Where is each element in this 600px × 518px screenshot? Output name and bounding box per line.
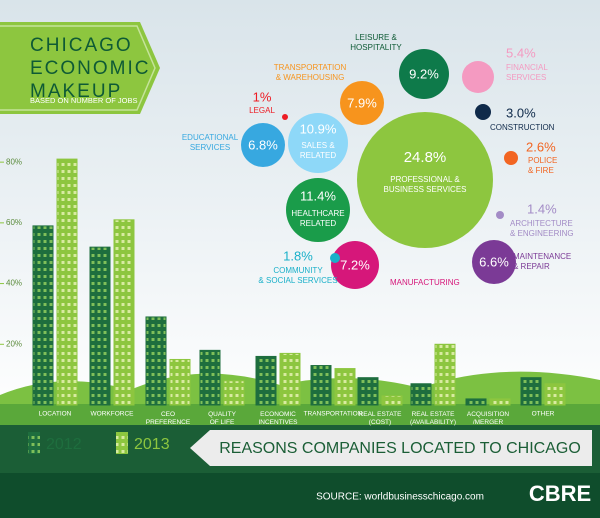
bubble-category-label: ARCHITECTURE & ENGINEERING: [510, 219, 574, 238]
bubble: [475, 104, 491, 120]
bubble-value-label: 7.2%: [340, 257, 370, 272]
x-tick-label: QUALITY OF LIFE: [208, 411, 236, 426]
bubble-value-label: 7.9%: [347, 95, 377, 110]
bar: [223, 380, 245, 406]
x-tick-label: REAL ESTATE (COST): [359, 411, 403, 426]
bubble: [331, 241, 379, 289]
bubble-value-label: 1.8%: [283, 248, 313, 263]
bar: [381, 395, 403, 406]
bubble-value-label: 1.4%: [527, 201, 557, 216]
bubble-value-label: 3.0%: [506, 105, 536, 120]
bubble-category-label: PROFESSIONAL & BUSINESS SERVICES: [384, 175, 467, 194]
bubble-value-label: 11.4%: [300, 188, 336, 203]
bubble-category-label: TRANSPORTATION & WAREHOUSING: [274, 63, 347, 82]
footer: [0, 473, 600, 518]
bubble: [472, 240, 516, 284]
source: SOURCE: worldbusinesschicago.com: [316, 492, 484, 503]
x-tick-label: CEO PREFERENCE: [146, 411, 191, 426]
x-tick-label: ECONOMIC INCENTIVES: [258, 411, 298, 426]
title-box-border: [0, 25, 156, 111]
legend-label: 2013: [134, 436, 170, 453]
bar: [145, 316, 167, 406]
bubble-value-label: 5.4%: [506, 45, 536, 60]
bar: [544, 383, 566, 406]
bubble-category-label: SALES & RELATED: [300, 141, 337, 160]
bubble-category-label: EDUCATIONAL SERVICES: [182, 133, 239, 152]
bubble: [462, 61, 494, 93]
bubble: [330, 253, 340, 263]
y-tick-label: 60%: [6, 218, 22, 227]
bubble-value-label: 6.6%: [479, 254, 509, 269]
title-box: [0, 22, 160, 114]
bar: [357, 377, 379, 406]
bubble-value-label: 10.9%: [300, 121, 337, 136]
bubble-category-label: CONSTRUCTION: [490, 123, 555, 132]
x-tick-label: WORKFORCE: [91, 411, 135, 418]
bubble-value-label: 2.6%: [526, 139, 556, 154]
legend-swatch: [28, 432, 40, 454]
bar: [489, 398, 511, 406]
bubble: [399, 49, 449, 99]
ground: [0, 404, 600, 425]
bubble-value-label: 9.2%: [409, 66, 439, 81]
bubble-category-label: FINANCIAL SERVICES: [506, 63, 548, 82]
y-tick-label: 20%: [6, 339, 22, 348]
bar: [169, 358, 191, 406]
y-tick-label: 80%: [6, 157, 22, 166]
bar: [32, 225, 54, 406]
bar: [89, 246, 111, 406]
bar: [520, 377, 542, 406]
bar-title-banner: [190, 430, 592, 466]
x-tick-label: LOCATION: [39, 411, 72, 418]
bubble-category-label: LEGAL: [249, 106, 275, 115]
bubble-value-label: 1%: [253, 89, 272, 104]
bubble-category-label: POLICE & FIRE: [528, 156, 557, 175]
bubble-category-label: HEALTHCARE RELATED: [291, 209, 344, 228]
bubble-category-label: MAINTENANCE & REPAIR: [513, 252, 571, 271]
y-tick-label: 40%: [6, 279, 22, 288]
bar: [334, 368, 356, 406]
bar-chart-title: REASONS COMPANIES LOCATED TO CHICAGO: [219, 440, 581, 457]
x-tick-label: REAL ESTATE (AVAILABILITY): [410, 411, 456, 426]
x-tick-label: ACQUISITION/MERGER: [467, 411, 510, 426]
bubble-category-label: LEISURE & HOSPITALITY: [350, 33, 402, 52]
bar: [434, 343, 456, 406]
bar: [199, 349, 221, 406]
bubble-category-label: MANUFACTURING: [390, 278, 460, 287]
x-tick-label: TRANSPORTATION: [304, 411, 363, 418]
bar: [310, 365, 332, 406]
logo: CBRE: [529, 481, 591, 506]
bubble: [286, 178, 350, 242]
bar: [56, 158, 78, 406]
bubble: [496, 211, 504, 219]
bubble: [241, 123, 285, 167]
bubble-value-label: 6.8%: [248, 137, 278, 152]
bar: [410, 383, 432, 406]
bubble: [288, 113, 348, 173]
bar: [465, 398, 487, 406]
legend-label: 2012: [46, 436, 82, 453]
bubble: [504, 151, 518, 165]
bubble: [357, 112, 493, 248]
bar: [255, 355, 277, 406]
bubble: [282, 114, 288, 120]
bubble-category-label: COMMUNITY & SOCIAL SERVICES: [258, 266, 337, 285]
bar: [113, 219, 135, 406]
bubble: [340, 81, 384, 125]
x-tick-label: OTHER: [532, 411, 555, 418]
bar: [279, 352, 301, 406]
legend-swatch: [116, 432, 128, 454]
bubble-value-label: 24.8%: [404, 149, 447, 166]
title: CHICAGO ECONOMIC MAKEUP: [30, 35, 151, 102]
subtitle: BASED ON NUMBER OF JOBS: [30, 96, 138, 105]
